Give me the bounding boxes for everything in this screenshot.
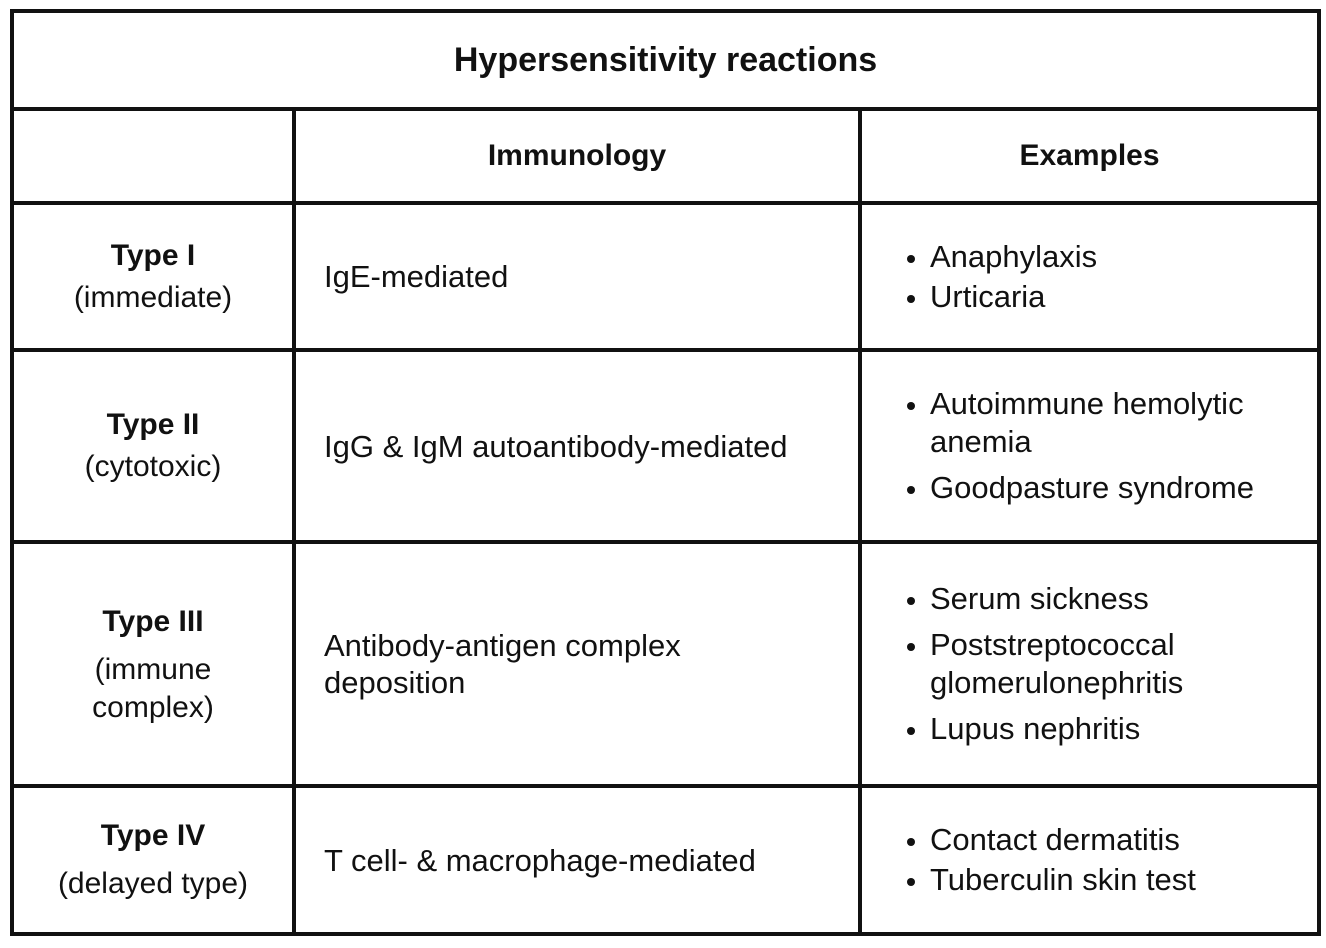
type-cell: Type I (immediate) <box>10 201 296 352</box>
example-item: Goodpasture syndrome <box>930 469 1317 507</box>
example-item: Poststreptococcal glomerulonephritis <box>930 626 1317 702</box>
header-immunology: Immunology <box>292 107 862 205</box>
examples-cell: Serum sickness Poststreptococcal glomeru… <box>857 540 1322 788</box>
immunology-cell: T cell- & macrophage-mediated <box>292 784 862 936</box>
table-row-type-3: Type III (immune complex) Antibody-antig… <box>10 540 1322 788</box>
examples-cell: Anaphylaxis Urticaria <box>857 201 1322 352</box>
type-subtitle: (delayed type) <box>57 867 249 900</box>
type-cell: Type II (cytotoxic) <box>10 348 296 544</box>
example-item: Autoimmune hemolytic anemia <box>930 385 1317 461</box>
type-subtitle: (immediate) <box>73 280 233 314</box>
table-title: Hypersensitivity reactions <box>9 9 1322 111</box>
examples-list: Anaphylaxis Urticaria <box>862 237 1317 317</box>
type-cell: Type IV (delayed type) <box>10 784 296 936</box>
type-name: Type III <box>102 605 204 638</box>
example-item: Lupus nephritis <box>930 710 1317 748</box>
header-blank <box>10 107 296 205</box>
type-subtitle: (cytotoxic) <box>84 450 222 483</box>
examples-cell: Autoimmune hemolytic anemia Goodpasture … <box>857 348 1322 544</box>
examples-list: Autoimmune hemolytic anemia Goodpasture … <box>862 385 1317 507</box>
examples-list: Serum sickness Poststreptococcal glomeru… <box>862 580 1317 748</box>
type-name: Type IV <box>100 819 206 852</box>
type-name: Type I <box>110 238 196 272</box>
title-row: Hypersensitivity reactions <box>9 9 1322 111</box>
example-item: Serum sickness <box>930 580 1317 618</box>
example-item: Anaphylaxis <box>930 237 1317 277</box>
example-item: Urticaria <box>930 277 1317 317</box>
immunology-cell: IgG & IgM autoantibody-mediated <box>292 348 862 544</box>
immunology-cell: Antibody-antigen complex deposition <box>292 540 862 788</box>
example-item: Tuberculin skin test <box>930 860 1317 900</box>
examples-cell: Contact dermatitis Tuberculin skin test <box>857 784 1322 936</box>
header-examples: Examples <box>857 107 1322 205</box>
table-row-type-2: Type II (cytotoxic) IgG & IgM autoantibo… <box>10 348 1322 544</box>
header-row: Immunology Examples <box>10 107 1322 205</box>
table-row-type-4: Type IV (delayed type) T cell- & macroph… <box>10 784 1322 936</box>
examples-list: Contact dermatitis Tuberculin skin test <box>862 820 1317 900</box>
hypersensitivity-table: Hypersensitivity reactions Immunology Ex… <box>9 9 1322 936</box>
type-subtitle: (immune complex) <box>92 653 214 724</box>
type-cell: Type III (immune complex) <box>10 540 296 788</box>
type-name: Type II <box>106 408 200 441</box>
immunology-cell: IgE-mediated <box>292 201 862 352</box>
example-item: Contact dermatitis <box>930 820 1317 860</box>
table-row-type-1: Type I (immediate) IgE-mediated Anaphyla… <box>10 201 1322 352</box>
